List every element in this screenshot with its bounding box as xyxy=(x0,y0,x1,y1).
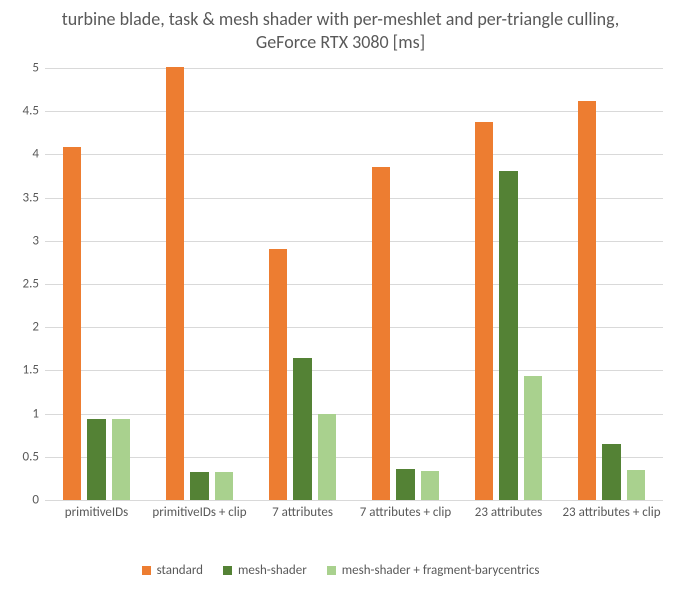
category-group: 23 attributes + clip xyxy=(560,68,663,500)
bar xyxy=(421,471,440,500)
category-group: 23 attributes xyxy=(457,68,560,500)
bar xyxy=(293,358,312,500)
y-tick-label: 3 xyxy=(32,233,45,248)
category-group: 7 attributes + clip xyxy=(354,68,457,500)
bar xyxy=(215,472,234,501)
legend-label: mesh-shader xyxy=(238,563,307,578)
bar xyxy=(269,249,288,500)
bar xyxy=(112,419,131,500)
y-tick-label: 3.5 xyxy=(23,190,45,205)
y-tick-label: 4 xyxy=(32,147,45,162)
plot-area: 00.511.522.533.544.55primitiveIDsprimiti… xyxy=(45,68,663,500)
legend-label: mesh-shader + fragment-barycentrics xyxy=(342,563,540,578)
y-tick-label: 2.5 xyxy=(23,277,45,292)
y-tick-label: 1.5 xyxy=(23,363,45,378)
y-tick-label: 0.5 xyxy=(23,449,45,464)
x-tick-label: 7 attributes xyxy=(251,500,354,521)
y-tick-label: 4.5 xyxy=(23,104,45,119)
y-tick-label: 1 xyxy=(32,406,45,421)
legend-item: mesh-shader + fragment-barycentrics xyxy=(327,563,540,578)
bar xyxy=(63,147,82,500)
bar xyxy=(578,101,597,500)
legend-swatch xyxy=(327,566,336,575)
x-tick-label: primitiveIDs + clip xyxy=(148,500,251,521)
bar xyxy=(190,472,209,501)
legend-item: standard xyxy=(142,563,203,578)
bar xyxy=(627,470,646,500)
bar xyxy=(602,444,621,500)
bar xyxy=(475,122,494,500)
x-tick-label: primitiveIDs xyxy=(45,500,148,521)
bar xyxy=(499,171,518,500)
chart-title: turbine blade, task & mesh shader with p… xyxy=(0,0,681,57)
bar xyxy=(372,167,391,500)
category-group: primitiveIDs xyxy=(45,68,148,500)
category-group: primitiveIDs + clip xyxy=(148,68,251,500)
legend-swatch xyxy=(223,566,232,575)
chart-container: turbine blade, task & mesh shader with p… xyxy=(0,0,681,593)
legend-swatch xyxy=(142,566,151,575)
y-tick-label: 0 xyxy=(32,493,45,508)
category-group: 7 attributes xyxy=(251,68,354,500)
legend-label: standard xyxy=(157,563,203,578)
legend: standard mesh-shader mesh-shader + fragmen… xyxy=(0,563,681,579)
y-tick-label: 5 xyxy=(32,61,45,76)
legend-item: mesh-shader xyxy=(223,563,307,578)
bar xyxy=(318,414,337,500)
x-tick-label: 23 attributes + clip xyxy=(560,500,663,521)
bar xyxy=(87,419,106,500)
bar xyxy=(166,67,185,500)
x-tick-label: 23 attributes xyxy=(457,500,560,521)
bar xyxy=(524,376,543,500)
y-tick-label: 2 xyxy=(32,320,45,335)
bar xyxy=(396,469,415,500)
x-tick-label: 7 attributes + clip xyxy=(354,500,457,521)
